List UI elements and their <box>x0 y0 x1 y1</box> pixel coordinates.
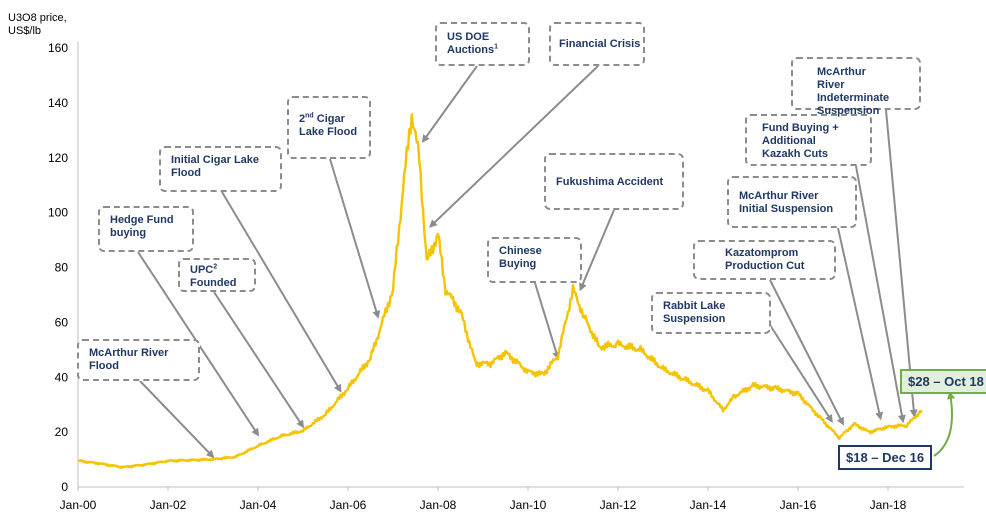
callout-mcarthur-initial-label: McArthur River Initial Suspension <box>739 190 834 215</box>
callout-fund-buying-label: Fund Buying + Additional Kazakh Cuts <box>762 122 839 160</box>
callout-rabbit-lake-label: Rabbit Lake Suspension <box>663 300 726 325</box>
y-tick-label: 60 <box>55 315 69 329</box>
callout-us-doe-label: US DOE Auctions <box>447 31 495 56</box>
callout-arrow <box>885 109 918 418</box>
callout-arrow <box>837 227 884 421</box>
callout-arrow <box>429 65 599 228</box>
x-tick-label: Jan-00 <box>60 498 97 512</box>
callout-arrow <box>329 158 381 319</box>
x-tick-label: Jan-08 <box>420 498 457 512</box>
y-tick-label: 160 <box>48 41 68 55</box>
callout-kazatomprom: Kazatomprom Production Cut <box>693 240 836 280</box>
callout-mcarthur-flood-label: McArthur River Flood <box>89 347 169 372</box>
badge-oct18-label: $28 – Oct 18 <box>908 374 984 389</box>
x-tick-label: Jan-10 <box>510 498 547 512</box>
y-axis-title-line2: US$/lb <box>8 25 42 37</box>
callout-kazatomprom-label: Kazatomprom Production Cut <box>725 247 805 272</box>
callout-arrow <box>213 291 305 429</box>
badge-arrow <box>933 391 955 457</box>
callout-second-cigar: 2nd Cigar Lake Flood <box>287 96 371 159</box>
callout-arrow <box>221 191 342 393</box>
callout-upc-label-2: Founded <box>190 277 237 289</box>
y-tick-label: 140 <box>48 96 68 110</box>
callout-fund-buying: Fund Buying + Additional Kazakh Cuts <box>745 114 872 166</box>
callout-chinese-buying-label: Chinese Buying <box>499 245 542 270</box>
x-tick-label: Jan-12 <box>600 498 637 512</box>
callout-upc-footnote: 2 <box>213 263 218 271</box>
y-tick-label: 20 <box>55 425 69 439</box>
callout-fukushima: Fukushima Accident <box>544 153 684 210</box>
callout-financial-crisis: Financial Crisis <box>549 22 645 66</box>
y-tick-label: 0 <box>61 480 68 494</box>
callout-us-doe: US DOE Auctions1 <box>435 22 530 66</box>
x-tick-label: Jan-14 <box>690 498 727 512</box>
callout-arrow <box>534 282 561 360</box>
callout-arrow <box>855 165 906 424</box>
callout-rabbit-lake: Rabbit Lake Suspension <box>651 292 771 334</box>
callout-arrow <box>769 324 833 423</box>
callout-arrow <box>421 65 478 143</box>
callout-arrow <box>769 279 844 426</box>
y-axis-title: U3O8 price, US$/lb <box>8 12 67 38</box>
y-tick-label: 100 <box>48 206 68 220</box>
y-tick-label: 80 <box>55 261 69 275</box>
callout-mcarthur-initial: McArthur River Initial Suspension <box>727 176 857 228</box>
y-tick-label: 120 <box>48 151 68 165</box>
callout-financial-crisis-label: Financial Crisis <box>559 38 641 50</box>
callout-initial-cigar-label: Initial Cigar Lake Flood <box>171 154 260 179</box>
callout-initial-cigar: Initial Cigar Lake Flood <box>159 146 282 192</box>
callout-mcarthur-indeterminate: McArthur River Indeterminate Suspension <box>791 57 921 117</box>
callout-us-doe-footnote: 1 <box>494 43 498 51</box>
x-tick-label: Jan-04 <box>240 498 277 512</box>
callout-mcarthur-indeterminate-label: McArthur River Indeterminate Suspension <box>817 66 890 117</box>
callout-hedge-fund: Hedge Fund buying <box>98 206 194 252</box>
y-axis-title-line1: U3O8 price, <box>8 12 67 24</box>
badge-dec16: $18 – Dec 16 <box>838 445 933 470</box>
callout-second-cigar-prefix-sup: nd <box>305 112 314 120</box>
callout-upc-label-1: UPC <box>190 264 214 276</box>
callout-arrow <box>139 380 215 459</box>
callout-second-cigar-label: Cigar Lake Flood <box>299 113 358 138</box>
x-tick-label: Jan-16 <box>780 498 817 512</box>
x-tick-label: Jan-18 <box>870 498 907 512</box>
price-series-line <box>78 113 923 470</box>
callout-upc: UPC2 Founded <box>178 258 256 292</box>
callout-second-cigar-prefix: 2 <box>299 113 306 125</box>
callout-fukushima-label: Fukushima Accident <box>556 176 664 188</box>
badge-dec16-label: $18 – Dec 16 <box>846 450 925 465</box>
x-tick-label: Jan-06 <box>330 498 367 512</box>
y-tick-label: 40 <box>55 370 69 384</box>
x-tick-label: Jan-02 <box>150 498 187 512</box>
callout-chinese-buying: Chinese Buying <box>487 237 582 283</box>
callout-arrow <box>579 209 615 292</box>
callout-mcarthur-flood: McArthur River Flood <box>77 339 200 381</box>
callout-hedge-fund-label: Hedge Fund buying <box>110 214 174 239</box>
badge-oct18: $28 – Oct 18 <box>900 369 986 394</box>
